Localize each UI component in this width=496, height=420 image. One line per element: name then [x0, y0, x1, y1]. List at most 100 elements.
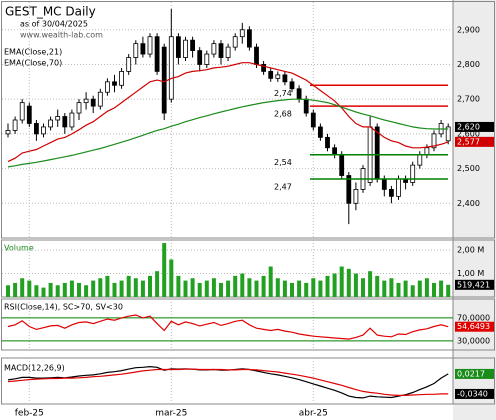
- candle-body: [126, 57, 132, 72]
- line: [7, 314, 449, 340]
- candle-body: [332, 147, 338, 156]
- candle-body: [261, 64, 267, 72]
- line: [7, 368, 449, 396]
- value-box: [455, 136, 494, 147]
- bar: [353, 273, 358, 297]
- candle-body: [317, 126, 323, 138]
- candle-body: [119, 71, 124, 86]
- bar: [439, 280, 444, 297]
- bar: [155, 271, 160, 297]
- bar: [339, 266, 344, 297]
- candle-body: [5, 130, 11, 135]
- y-tick-label: 2,900: [457, 25, 480, 34]
- candle-body: [97, 91, 103, 107]
- bar: [55, 285, 60, 297]
- bar: [69, 280, 74, 297]
- y-tick-label: 70,0000: [457, 313, 490, 322]
- bar: [396, 282, 401, 297]
- bar: [176, 275, 181, 297]
- panel-title: RSI(Close,14), SC>70, SV<30: [4, 303, 123, 312]
- y-tick-label: 1,00 M: [457, 269, 484, 278]
- value-label: 519,421: [457, 280, 490, 289]
- bar: [311, 278, 316, 297]
- candle-body: [190, 39, 196, 51]
- candle-body: [353, 189, 359, 204]
- candle-body: [225, 46, 231, 58]
- y-tick-label: 2,600: [457, 129, 480, 138]
- candle-body: [211, 43, 217, 55]
- bar: [48, 282, 53, 297]
- bar: [20, 278, 25, 297]
- value-label: 54,6493: [457, 322, 490, 331]
- bar: [197, 282, 202, 297]
- bar: [133, 278, 138, 297]
- bar: [325, 275, 330, 297]
- bar: [290, 282, 294, 297]
- bar: [410, 285, 415, 297]
- bar: [389, 278, 394, 297]
- panel-frame: [1, 1, 495, 239]
- candle-body: [69, 112, 75, 128]
- candle-body: [431, 133, 437, 149]
- y-tick-label: 2,700: [457, 95, 480, 104]
- candle-body: [147, 36, 153, 55]
- candle-body: [410, 164, 416, 183]
- bar: [332, 273, 337, 297]
- panel-title: Volume: [4, 244, 34, 253]
- x-tick-label: abr-25: [299, 409, 328, 419]
- value-box: [455, 368, 494, 379]
- bar: [247, 278, 252, 297]
- candle-body: [275, 74, 281, 79]
- bar: [424, 278, 429, 297]
- line: [7, 98, 449, 168]
- bar: [226, 280, 231, 297]
- bar: [211, 278, 216, 297]
- panel-frame: [1, 357, 495, 405]
- y-tick-label: 2,400: [457, 199, 480, 208]
- bar: [148, 275, 152, 297]
- bar: [34, 285, 39, 297]
- value-box: [455, 121, 494, 132]
- candle-body: [55, 116, 61, 121]
- bar: [6, 285, 10, 297]
- bar: [254, 280, 259, 297]
- candle-body: [197, 50, 203, 65]
- bar: [112, 282, 117, 297]
- bar: [282, 280, 287, 297]
- candle-body: [105, 81, 110, 93]
- bar: [261, 275, 266, 297]
- chart-title: GEST_MC Daily: [5, 5, 96, 19]
- candle-body: [183, 39, 188, 58]
- bar: [190, 278, 195, 297]
- candle-body: [289, 81, 295, 90]
- legend-entry: EMA(Close,70): [4, 59, 62, 68]
- candle-body: [346, 175, 352, 204]
- candle-body: [90, 98, 96, 107]
- level-label: 2,54: [274, 158, 292, 167]
- candle-body: [34, 123, 39, 135]
- candle-body: [310, 112, 316, 128]
- candle-body: [246, 29, 252, 48]
- candle-body: [239, 29, 245, 38]
- candle-body: [112, 81, 117, 86]
- candle-body: [282, 74, 288, 83]
- bar: [27, 280, 32, 297]
- candle-body: [325, 136, 330, 149]
- value-label: 2,620: [457, 122, 480, 131]
- candle-body: [218, 43, 224, 58]
- line: [7, 62, 449, 163]
- bar: [297, 280, 302, 297]
- candle-body: [296, 88, 302, 100]
- bar: [204, 280, 209, 297]
- bar: [13, 282, 18, 297]
- value-label: 0,0217: [457, 369, 485, 378]
- candle-body: [396, 178, 401, 197]
- value-label: -0,0340: [457, 389, 488, 398]
- bar: [403, 280, 408, 297]
- panel-title: MACD(12,26,9): [4, 364, 65, 373]
- candle-body: [232, 36, 238, 48]
- bar: [346, 268, 351, 297]
- source: www.wealth-lab.com: [20, 31, 103, 40]
